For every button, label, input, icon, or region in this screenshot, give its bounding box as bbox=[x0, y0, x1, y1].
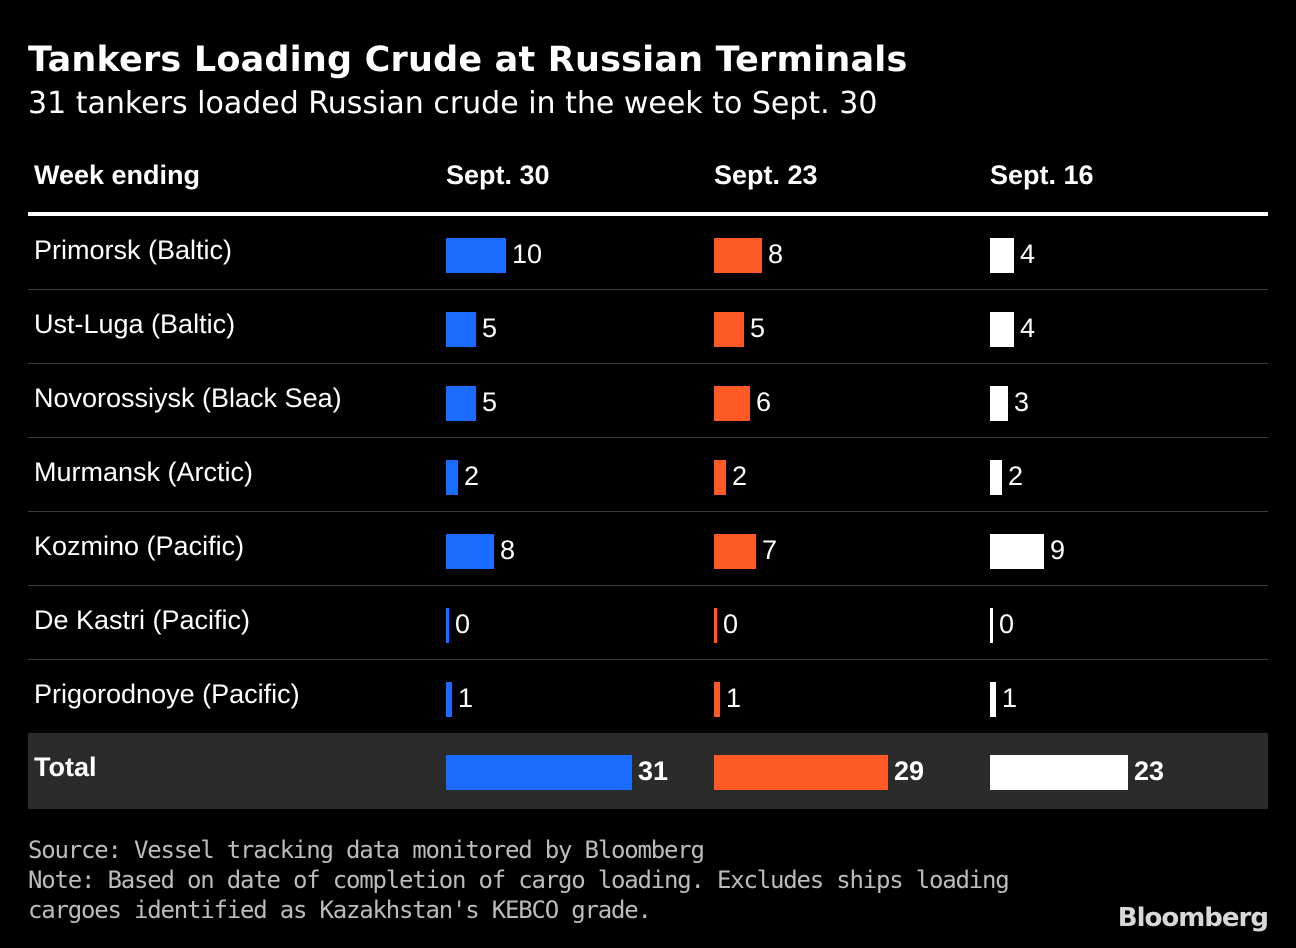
bar-sept-23 bbox=[714, 755, 888, 790]
table-row: Prigorodnoye (Pacific) 1 1 1 bbox=[28, 660, 1268, 734]
value-label: 9 bbox=[1050, 535, 1066, 565]
value-label: 5 bbox=[750, 313, 766, 343]
terminal-label: Kozmino (Pacific) bbox=[34, 531, 245, 561]
value-label: 1 bbox=[726, 683, 742, 713]
header-rule bbox=[28, 212, 1268, 216]
bar-sept-30 bbox=[446, 534, 494, 569]
bar-sept-23 bbox=[714, 608, 717, 643]
bar-sept-16 bbox=[990, 682, 996, 717]
bar-sept-30 bbox=[446, 460, 458, 495]
bar-sept-23 bbox=[714, 682, 720, 717]
bar-sept-30 bbox=[446, 755, 632, 790]
bar-sept-30 bbox=[446, 682, 452, 717]
value-label: 6 bbox=[756, 387, 772, 417]
bar-sept-16 bbox=[990, 534, 1044, 569]
table-header: Week ending Sept. 30 Sept. 23 Sept. 16 bbox=[28, 150, 1268, 200]
total-row: Total 31 29 23 bbox=[28, 733, 1268, 809]
bar-sept-30 bbox=[446, 312, 476, 347]
value-label: 4 bbox=[1020, 313, 1036, 343]
bar-sept-23 bbox=[714, 238, 762, 273]
value-label: 7 bbox=[762, 535, 778, 565]
chart-subtitle: 31 tankers loaded Russian crude in the w… bbox=[28, 86, 878, 121]
value-label: 5 bbox=[482, 387, 498, 417]
table-row: Primorsk (Baltic) 10 8 4 bbox=[28, 216, 1268, 290]
bar-sept-30 bbox=[446, 386, 476, 421]
value-label: 3 bbox=[1014, 387, 1030, 417]
header-week-ending: Week ending bbox=[34, 160, 201, 190]
value-label: 10 bbox=[512, 239, 543, 269]
value-label: 1 bbox=[1002, 683, 1018, 713]
table-row: Ust-Luga (Baltic) 5 5 4 bbox=[28, 290, 1268, 364]
value-label: 5 bbox=[482, 313, 498, 343]
value-label: 2 bbox=[732, 461, 748, 491]
bar-sept-30 bbox=[446, 238, 506, 273]
value-label: 0 bbox=[999, 609, 1015, 639]
bar-sept-16 bbox=[990, 608, 993, 643]
table-body: Primorsk (Baltic) 10 8 4 Ust-Luga (Baltic) 5 5… bbox=[28, 216, 1268, 809]
header-sept-30: Sept. 30 bbox=[446, 160, 550, 190]
value-label: 8 bbox=[500, 535, 516, 565]
footer-notes: Source: Vessel tracking data monitored b… bbox=[28, 835, 1010, 925]
note-text-line-2: cargoes identified as Kazakhstan's KEBCO… bbox=[28, 896, 652, 924]
terminal-label: De Kastri (Pacific) bbox=[34, 605, 251, 635]
value-label: 0 bbox=[723, 609, 739, 639]
terminal-label: Murmansk (Arctic) bbox=[34, 457, 254, 487]
bloomberg-logo: Bloomberg bbox=[1117, 903, 1269, 933]
header-sept-16: Sept. 16 bbox=[990, 160, 1094, 190]
terminal-label: Prigorodnoye (Pacific) bbox=[34, 679, 300, 709]
total-label: Total bbox=[34, 752, 97, 782]
bar-sept-16 bbox=[990, 386, 1008, 421]
note-text-line-1: Note: Based on date of completion of car… bbox=[28, 866, 1010, 894]
value-label: 31 bbox=[638, 756, 669, 786]
value-label: 2 bbox=[464, 461, 480, 491]
bar-sept-16 bbox=[990, 238, 1014, 273]
table-row: Kozmino (Pacific) 8 7 9 bbox=[28, 512, 1268, 586]
bar-sept-30 bbox=[446, 608, 449, 643]
bar-sept-23 bbox=[714, 460, 726, 495]
terminal-label: Ust-Luga (Baltic) bbox=[34, 309, 236, 339]
value-label: 29 bbox=[894, 756, 925, 786]
table-row: Murmansk (Arctic) 2 2 2 bbox=[28, 438, 1268, 512]
chart-title: Tankers Loading Crude at Russian Termina… bbox=[28, 40, 908, 80]
value-label: 1 bbox=[458, 683, 474, 713]
source-text: Source: Vessel tracking data monitored b… bbox=[28, 836, 705, 864]
terminal-label: Primorsk (Baltic) bbox=[34, 235, 233, 265]
bar-sept-16 bbox=[990, 460, 1002, 495]
value-label: 0 bbox=[455, 609, 471, 639]
value-label: 8 bbox=[768, 239, 784, 269]
terminal-label: Novorossiysk (Black Sea) bbox=[34, 383, 342, 413]
table-row: De Kastri (Pacific) 0 0 0 bbox=[28, 586, 1268, 660]
value-label: 2 bbox=[1008, 461, 1024, 491]
value-label: 23 bbox=[1134, 756, 1165, 786]
bar-sept-23 bbox=[714, 534, 756, 569]
bar-sept-16 bbox=[990, 755, 1128, 790]
bar-sept-23 bbox=[714, 312, 744, 347]
value-label: 4 bbox=[1020, 239, 1036, 269]
bar-sept-23 bbox=[714, 386, 750, 421]
header-sept-23: Sept. 23 bbox=[714, 160, 818, 190]
bar-sept-16 bbox=[990, 312, 1014, 347]
table-row: Novorossiysk (Black Sea) 5 6 3 bbox=[28, 364, 1268, 438]
